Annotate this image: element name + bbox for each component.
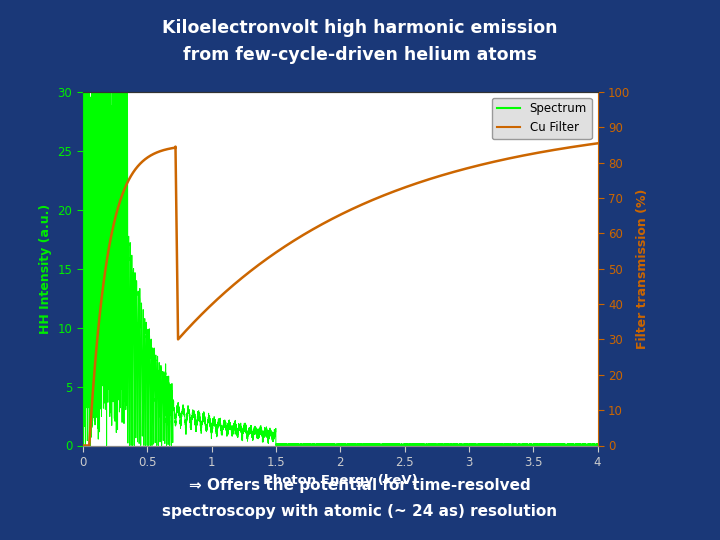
Legend: Spectrum, Cu Filter: Spectrum, Cu Filter bbox=[492, 98, 592, 139]
Y-axis label: HH Intensity (a.u.): HH Intensity (a.u.) bbox=[39, 204, 52, 334]
Y-axis label: Filter transmission (%): Filter transmission (%) bbox=[636, 188, 649, 349]
X-axis label: Photon Energy (keV): Photon Energy (keV) bbox=[263, 475, 418, 488]
Text: from few-cycle-driven helium atoms: from few-cycle-driven helium atoms bbox=[183, 46, 537, 64]
Text: spectroscopy with atomic (~ 24 as) resolution: spectroscopy with atomic (~ 24 as) resol… bbox=[163, 504, 557, 519]
Text: ⇒ Offers the potential for time-resolved: ⇒ Offers the potential for time-resolved bbox=[189, 478, 531, 493]
Text: Kiloelectronvolt high harmonic emission: Kiloelectronvolt high harmonic emission bbox=[162, 19, 558, 37]
